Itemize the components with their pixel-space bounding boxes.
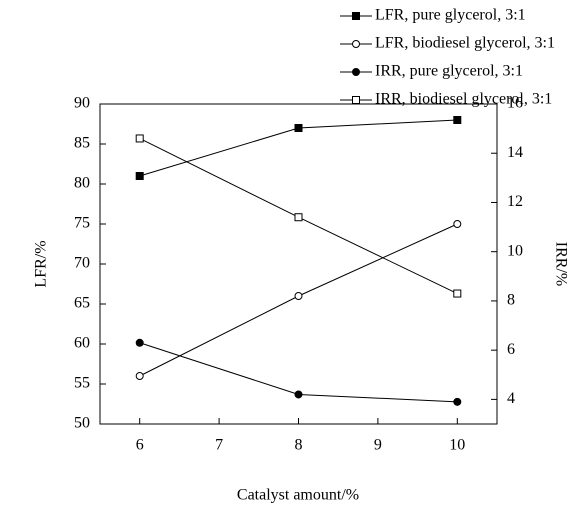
y-tick-label: 85 — [74, 135, 90, 152]
y2-tick-label: 8 — [507, 292, 515, 309]
y2-tick-label: 16 — [507, 95, 523, 112]
legend-marker — [352, 40, 360, 48]
y2-tick-label: 10 — [507, 242, 523, 259]
legend-label: LFR, pure glycerol, 3:1 — [375, 7, 526, 24]
point — [294, 390, 303, 399]
y-tick-label: 55 — [74, 375, 90, 392]
y-tick-label: 80 — [74, 175, 90, 192]
legend-label: IRR, biodiesel glycerol, 3:1 — [375, 91, 552, 108]
y-tick-label: 90 — [74, 95, 90, 112]
point — [294, 213, 303, 222]
y2-tick-label: 14 — [507, 144, 523, 161]
legend-marker — [352, 12, 360, 20]
point — [135, 134, 144, 143]
x-tick-label: 10 — [449, 437, 465, 454]
y-tick-label: 65 — [74, 295, 90, 312]
point — [453, 289, 462, 298]
y-tick-label: 75 — [74, 215, 90, 232]
plot-frame — [99, 103, 498, 425]
y2-tick-label: 12 — [507, 193, 523, 210]
point — [453, 116, 462, 124]
y2-tick-label: 4 — [507, 390, 515, 407]
y2-axis-label: IRR/% — [552, 242, 569, 286]
y2-tick-label: 6 — [507, 341, 515, 358]
x-axis-label: Catalyst amount/% — [237, 487, 359, 504]
legend-marker — [352, 96, 360, 104]
x-tick-label: 9 — [374, 437, 382, 454]
point — [453, 220, 462, 228]
point — [294, 124, 303, 132]
point — [453, 397, 462, 406]
point — [135, 338, 144, 347]
x-tick-label: 8 — [295, 437, 303, 454]
point — [135, 172, 144, 180]
y-tick-label: 60 — [74, 335, 90, 352]
point — [294, 292, 303, 300]
y-axis-label: LFR/% — [33, 240, 50, 287]
y-tick-label: 70 — [74, 255, 90, 272]
x-tick-label: 7 — [215, 437, 223, 454]
legend-marker — [352, 68, 360, 76]
x-tick-label: 6 — [136, 437, 144, 454]
point — [135, 372, 144, 380]
legend-label: IRR, pure glycerol, 3:1 — [375, 63, 523, 80]
legend-label: LFR, biodiesel glycerol, 3:1 — [375, 35, 555, 52]
y-tick-label: 50 — [74, 415, 90, 432]
